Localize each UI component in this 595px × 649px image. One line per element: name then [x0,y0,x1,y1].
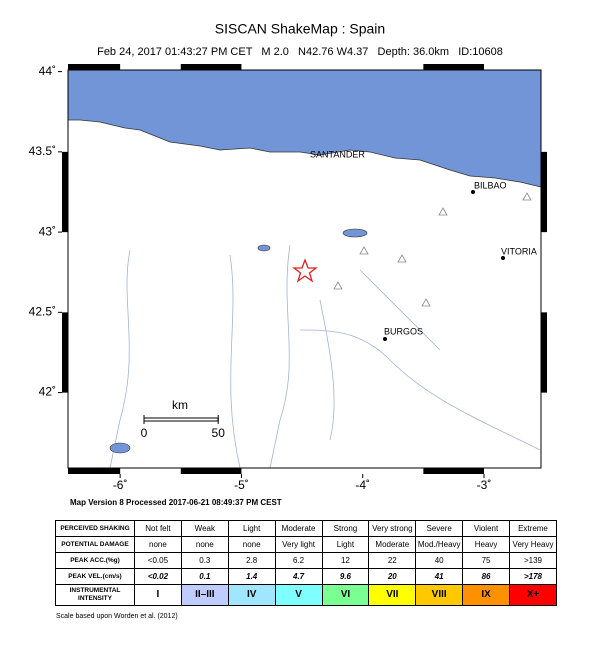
shakemap: SISCAN ShakeMap : Spain Feb 24, 2017 01:… [29,21,547,507]
table-cell: Severe [415,520,464,537]
city-label: VITORIA [501,246,537,256]
table-cell: 0.1 [180,568,229,585]
table-cell: Very light [274,536,323,553]
table-cell: 12 [321,552,370,569]
table-cell: >178 [509,568,557,585]
row-header: PEAK ACC.(%g) [55,552,135,569]
table-cell: Strong [321,520,370,537]
table-cell: 75 [462,552,510,569]
title: SISCAN ShakeMap : Spain [215,21,385,37]
cities: SANTANDER BILBAO VITORIA BURGOS [310,149,537,341]
table-cell: <0.05 [134,552,182,569]
table-cell: VII [368,584,417,606]
footnote: Scale based upon Worden et al. (2012) [56,613,178,620]
table-row: PEAK VEL.(cm/s) <0.02 0.1 1.4 4.7 9.6 20 41 86 >1… [55,568,557,585]
scale-unit: km [172,398,188,412]
scale-bar [143,417,219,422]
city-label: SANTANDER [310,149,365,159]
lakes [109,228,368,454]
table-cell: 41 [415,568,464,585]
table-cell: 2.8 [227,552,276,569]
lat-tick-label: 44˚ [39,64,56,78]
scale-label: 0 [141,426,148,440]
city-dot [471,190,475,194]
table-cell: X+ [509,584,557,606]
city-dot [383,337,387,341]
table-cell: V [274,584,323,606]
rivers [109,244,541,469]
table-cell: Mod./Heavy [415,536,464,553]
table-cell: 20 [368,568,417,585]
lat-tick-label: 43˚ [39,224,56,238]
lon-tick-label: -3˚ [477,478,492,492]
frame [67,69,542,469]
table-cell: IX [462,584,510,606]
table-cell: Very Heavy [509,536,557,553]
table-cell: VIII [415,584,464,606]
lon-tick-label: -5˚ [234,478,249,492]
city-label: BURGOS [384,326,423,336]
table-cell: 0.3 [180,552,229,569]
table-cell: 40 [415,552,464,569]
row-header: POTENTIAL DAMAGE [55,536,135,553]
table-cell: none [134,536,182,553]
table-row: PEAK ACC.(%g) <0.05 0.3 2.8 6.2 12 22 40 75 >139 [55,552,557,569]
table-cell: none [227,536,276,553]
lat-tick-label: 43.5˚ [29,144,56,158]
table-cell: I [134,584,182,606]
table-cell: Light [227,520,276,537]
stations [333,192,532,307]
table-cell: 22 [368,552,417,569]
table-cell: Moderate [274,520,323,537]
intensity-table: PERCEIVED SHAKING Not felt Weak Light Modera… [55,520,557,606]
table-cell: Not felt [134,520,182,537]
table-cell: Weak [180,520,229,537]
lon-tick-label: -6˚ [113,478,128,492]
table-row: PERCEIVED SHAKING Not felt Weak Light Modera… [55,520,557,537]
row-header: PEAK VEL.(cm/s) [55,568,135,585]
table-cell: VI [321,584,370,606]
table-cell: II–III [180,584,229,606]
table-cell: 9.6 [321,568,370,585]
version: Map Version 8 Processed 2017-06-21 08:49… [70,498,282,507]
row-header: PERCEIVED SHAKING [55,520,135,537]
table-cell: Heavy [462,536,510,553]
table-cell: none [180,536,229,553]
table-cell: <0.02 [134,568,182,585]
table-cell: Violent [462,520,510,537]
city-label: BILBAO [474,180,507,190]
table-cell: Light [321,536,370,553]
epicenter [292,258,318,283]
lat-tick-label: 42˚ [39,385,56,399]
city-dot [501,256,505,260]
sea [67,69,542,188]
row-header: INSTRUMENTAL INTENSITY [55,584,135,606]
table-cell: 86 [462,568,510,585]
table-cell: Very strong [368,520,417,537]
table-cell: 1.4 [227,568,276,585]
table-cell: >139 [509,552,557,569]
table-cell: IV [227,584,276,606]
lat-tick-label: 42.5˚ [29,305,56,319]
lon-tick-label: -4˚ [355,478,370,492]
subtitle: Feb 24, 2017 01:43:27 PM CET M 2.0 N42.7… [97,46,503,58]
table-cell: 6.2 [274,552,323,569]
scale-label: 50 [212,426,226,440]
table-row: POTENTIAL DAMAGE none none none Very light Li… [55,536,557,553]
table-cell: Moderate [368,536,417,553]
table-cell: Extreme [509,520,557,537]
table-row: INSTRUMENTAL INTENSITY I II–III IV V VI VII VII… [55,584,557,606]
table-cell: 4.7 [274,568,323,585]
